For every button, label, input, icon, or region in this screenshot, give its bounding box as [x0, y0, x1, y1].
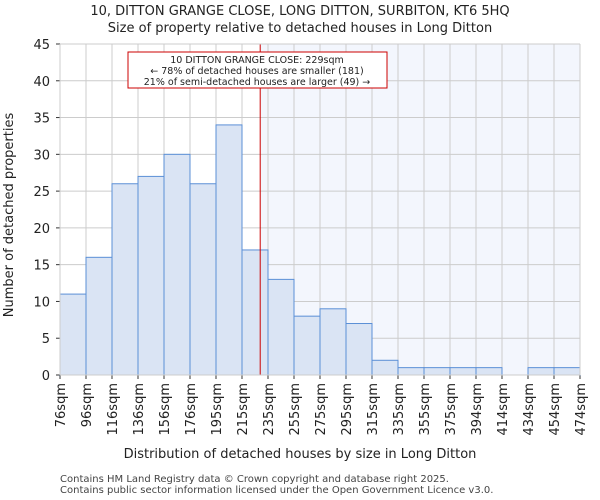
x-axis-label: Distribution of detached houses by size … — [124, 447, 477, 462]
x-tick-label: 176sqm — [184, 383, 199, 436]
x-tick-label: 454sqm — [548, 383, 563, 436]
annotation-line-2: ← 78% of detached houses are smaller (18… — [150, 66, 363, 77]
histogram-bar — [423, 367, 451, 376]
histogram-bar — [345, 323, 373, 376]
chart-title: 10, DITTON GRANGE CLOSE, LONG DITTON, SU… — [90, 4, 509, 19]
x-tick-label: 255sqm — [288, 383, 303, 436]
histogram-bar — [267, 278, 295, 376]
x-tick-label: 96sqm — [80, 383, 95, 427]
histogram-bar — [449, 367, 477, 376]
y-tick-label: 35 — [33, 112, 50, 127]
y-tick-label: 10 — [33, 295, 50, 310]
x-tick-label: 136sqm — [132, 383, 147, 436]
annotation-box: 10 DITTON GRANGE CLOSE: 229sqm ← 78% of … — [127, 51, 388, 89]
y-tick-label: 30 — [33, 148, 50, 163]
histogram-bar — [85, 256, 113, 376]
x-tick-label: 195sqm — [210, 383, 225, 436]
histogram-bar — [163, 153, 191, 376]
histogram-bar — [215, 124, 243, 376]
footer-line-2: Contains public sector information licen… — [60, 485, 494, 496]
histogram-bar — [111, 183, 139, 376]
x-tick-label: 394sqm — [470, 383, 485, 436]
x-tick-label: 414sqm — [496, 383, 511, 436]
histogram-bar — [59, 293, 87, 376]
y-tick-label: 0 — [42, 369, 50, 384]
x-tick-label: 275sqm — [314, 383, 329, 436]
x-tick-label: 116sqm — [106, 383, 121, 436]
histogram-bar — [189, 183, 217, 376]
histogram-bar — [527, 367, 555, 376]
histogram-bar — [137, 175, 165, 376]
annotation-line-1: 10 DITTON GRANGE CLOSE: 229sqm — [170, 55, 344, 66]
x-tick-label: 434sqm — [522, 383, 537, 436]
y-tick-label: 5 — [42, 332, 50, 347]
x-tick-label: 156sqm — [158, 383, 173, 436]
histogram-bar — [319, 308, 347, 376]
x-tick-label: 295sqm — [340, 383, 355, 436]
x-tick-label: 375sqm — [444, 383, 459, 436]
chart-subtitle: Size of property relative to detached ho… — [108, 21, 492, 36]
histogram-bar — [293, 315, 321, 376]
histogram-bar — [241, 249, 269, 376]
footer-line-1: Contains HM Land Registry data © Crown c… — [60, 474, 449, 485]
x-tick-label: 474sqm — [574, 383, 589, 436]
y-tick-label: 40 — [33, 75, 50, 90]
x-tick-label: 335sqm — [392, 383, 407, 436]
y-axis-label: Number of detached properties — [2, 113, 17, 318]
x-tick-label: 76sqm — [54, 383, 69, 427]
histogram-bar — [553, 367, 581, 376]
x-tick-label: 355sqm — [418, 383, 433, 436]
y-tick-label: 45 — [33, 38, 50, 53]
x-tick-label: 215sqm — [236, 383, 251, 436]
y-tick-label: 20 — [33, 222, 50, 237]
x-tick-label: 315sqm — [366, 383, 381, 436]
histogram-bar — [397, 367, 425, 376]
x-tick-label: 235sqm — [262, 383, 277, 436]
histogram-bar — [371, 359, 399, 376]
y-tick-label: 25 — [33, 185, 50, 200]
histogram-bar — [475, 367, 503, 376]
y-tick-label: 15 — [33, 259, 50, 274]
annotation-line-3: 21% of semi-detached houses are larger (… — [144, 77, 371, 88]
